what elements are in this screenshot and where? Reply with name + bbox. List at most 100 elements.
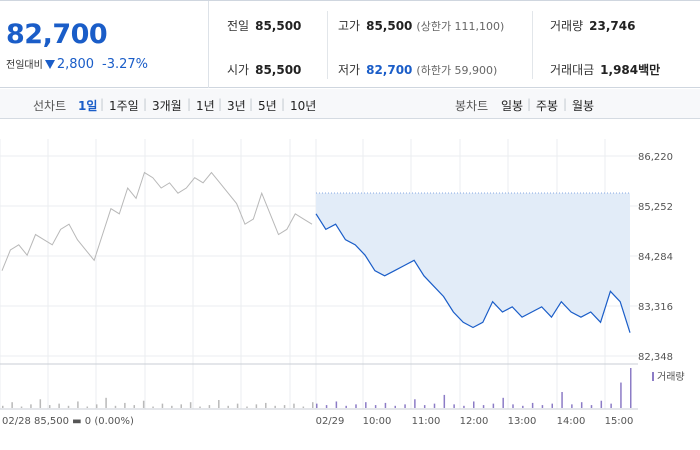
volume-bar: [302, 406, 305, 408]
upper-limit: (상한가 111,100): [416, 20, 505, 33]
volume-bar: [77, 401, 79, 408]
tab-1w[interactable]: 1주일: [109, 99, 139, 113]
volume-bar: [355, 404, 357, 408]
price-chart: 86,220 85,252 84,284 83,316 82,348 거래량 02/28…: [0, 139, 685, 427]
prev-close: 전일 85,500: [227, 17, 301, 34]
volume-bar: [236, 403, 239, 408]
volume-bar: [227, 405, 229, 408]
tab-1d[interactable]: 1일: [78, 99, 98, 113]
volume-bar: [453, 404, 455, 408]
prev-close-value: 85,500: [255, 19, 302, 33]
tab-separator: |: [100, 97, 105, 111]
volume-bar: [39, 399, 42, 408]
y-axis-labels: 86,220 85,252 84,284 83,316 82,348: [638, 152, 673, 363]
trade-amount: 거래대금 1,984백만: [550, 61, 660, 78]
volume-bar: [433, 403, 436, 408]
line-chart-label: 선차트: [33, 99, 67, 113]
x-tick-label: 15:00: [605, 416, 634, 427]
tab-5y[interactable]: 5년: [258, 99, 277, 113]
volume-bar: [11, 402, 13, 408]
tab-separator: |: [527, 97, 532, 111]
volume-bar: [423, 405, 426, 408]
amount-unit: 백만: [638, 63, 661, 77]
volume-bar: [95, 404, 98, 408]
volume-bar: [630, 368, 632, 408]
volume-bar: [20, 406, 23, 408]
tab-monthly[interactable]: 월봉: [572, 99, 595, 113]
tab-3y[interactable]: 3년: [227, 99, 246, 113]
y-tick-label: 85,252: [638, 202, 673, 213]
volume-bar: [522, 405, 524, 408]
volume-bar: [463, 405, 465, 408]
tab-10y[interactable]: 10년: [290, 99, 317, 113]
volume-bar: [246, 406, 248, 408]
tab-separator: |: [563, 97, 568, 111]
prev-close-label: 전일: [227, 19, 250, 33]
volume-bar: [208, 405, 211, 408]
volume-bar: [316, 403, 318, 408]
tab-1y[interactable]: 1년: [196, 99, 215, 113]
x-tick-label: 10:00: [363, 416, 392, 427]
volume-bar: [580, 402, 583, 408]
volume-bar: [600, 400, 603, 408]
x-tick-label: 02/29: [316, 416, 345, 427]
volume-label: 거래량: [550, 19, 584, 33]
volume-bar: [551, 403, 553, 408]
volume-legend-swatch: [652, 372, 654, 381]
quote-summary: 82,700 전일대비 2,800 -3.27% 전일 85,500 시가 85,500…: [0, 0, 700, 88]
x-tick-label: 12:00: [460, 416, 489, 427]
x-tick-label: 11:00: [412, 416, 441, 427]
volume-bar: [492, 403, 495, 408]
open-price: 시가 85,500: [227, 61, 301, 78]
volume-bar: [335, 401, 338, 408]
tab-separator: |: [218, 97, 223, 111]
volume-bar: [561, 392, 563, 408]
tab-3m[interactable]: 3개월: [152, 99, 182, 113]
volume-bar: [512, 404, 514, 408]
volume-bar: [443, 394, 446, 408]
divider: [532, 11, 533, 79]
volume-bar: [384, 402, 387, 408]
volume-bar: [293, 403, 295, 408]
candle-chart-label: 봉차트: [455, 99, 489, 113]
lower-limit: (하한가 59,900): [416, 64, 498, 77]
volume-bar: [345, 405, 347, 408]
low-value: 82,700: [366, 63, 413, 77]
price-box: 82,700 전일대비 2,800 -3.27%: [0, 1, 209, 88]
high-price: 고가 85,500 (상한가 111,100): [338, 17, 504, 34]
volume-bar: [590, 405, 593, 408]
tab-separator: |: [187, 97, 192, 111]
tab-daily[interactable]: 일봉: [501, 99, 524, 113]
volume-bar: [218, 400, 220, 408]
low-label: 저가: [338, 63, 361, 77]
volume-bar: [365, 402, 367, 408]
volume-bar: [531, 402, 534, 408]
open-value: 85,500: [255, 63, 302, 77]
x-axis-labels: 02/29 10:00 11:00 12:00 13:00 14:00 15:00: [316, 416, 634, 427]
volume-bar: [114, 405, 117, 408]
volume-bar: [620, 382, 622, 408]
tab-weekly[interactable]: 주봉: [536, 99, 559, 113]
volume-bar: [610, 403, 612, 408]
volume-bar: [394, 405, 396, 408]
x-tick-label: 14:00: [557, 416, 586, 427]
volume-bar: [2, 405, 4, 408]
volume-bar: [142, 400, 145, 408]
change-value: 2,800: [56, 57, 95, 72]
volume-bar: [255, 404, 258, 408]
volume-bar: [265, 402, 267, 408]
y-tick-label: 84,284: [638, 252, 673, 263]
y-tick-label: 83,316: [638, 302, 673, 313]
change-label: 전일대비: [6, 60, 43, 71]
volume-bar: [541, 405, 544, 408]
volume-bar: [86, 406, 89, 408]
volume-bar: [502, 397, 504, 408]
volume-bar: [48, 405, 51, 408]
volume-bar: [124, 402, 126, 408]
volume-bar: [105, 397, 107, 408]
volume-bar: [312, 402, 314, 408]
today-series: [315, 213, 631, 333]
volume-bar: [30, 404, 32, 408]
amount-value: 1,984: [600, 63, 639, 77]
y-tick-label: 82,348: [638, 352, 673, 363]
